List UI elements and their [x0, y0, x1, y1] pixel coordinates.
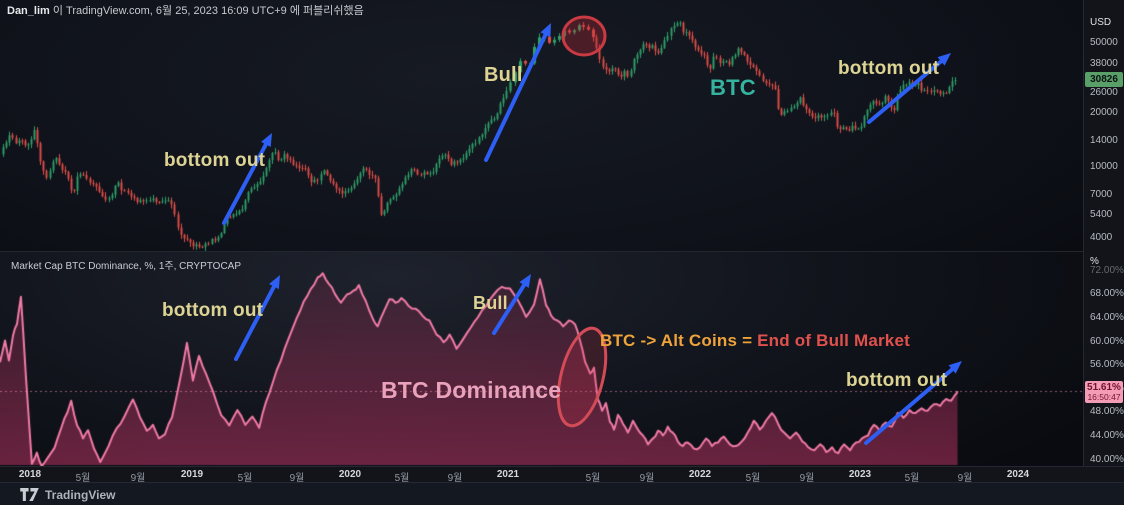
tradingview-logo-icon[interactable]: [20, 488, 39, 501]
annotations-layer: bottom out Bull BTC bottom out bottom out Bul…: [162, 58, 948, 403]
price-tick-label: 26000: [1090, 87, 1118, 99]
dominance-series-title: Market Cap BTC Dominance, %, 1주, CRYPTOC…: [11, 261, 242, 272]
time-tick-label: 9월: [799, 473, 815, 484]
price-tick-label: 14000: [1090, 135, 1118, 146]
publish-info-text: 이 TradingView.com, 6월 25, 2023 16:09 UTC…: [49, 5, 364, 17]
dominance-tick-label: 68.00%: [1090, 288, 1124, 300]
time-tick-label: 5월: [237, 473, 253, 484]
price-axis-unit-label: USD: [1090, 17, 1112, 28]
publisher-name: Dan_lim: [7, 5, 50, 17]
last-price-badge: 30826: [1085, 72, 1123, 88]
annotation-text-5[interactable]: bottom out: [162, 300, 264, 321]
annotation-text-3[interactable]: BTC: [710, 75, 756, 100]
dominance-tick-label: 56.00%: [1090, 359, 1124, 371]
time-tick-label: 2019: [180, 469, 204, 480]
annotation-text-2[interactable]: Bull: [484, 64, 523, 86]
dominance-tick-label: 48.00%: [1090, 406, 1124, 418]
dominance-tick-label: 60.00%: [1090, 335, 1124, 347]
pane-separator[interactable]: [0, 251, 1124, 252]
price-axis[interactable]: USD 50000 38000 26000 20000 14000 10000 7000 54…: [1083, 0, 1124, 466]
bar-close-countdown: 16:50:47: [1087, 392, 1121, 403]
annotation-text-4[interactable]: bottom out: [838, 58, 940, 79]
annotation-text-7[interactable]: BTC -> Alt Coins = End of Bull Market: [600, 331, 910, 350]
time-axis[interactable]: 2018 5월 9월 2019 5월 9월 2020 5월 9월 2021 5월 9월 2022 5월 9월…: [0, 466, 1124, 484]
time-tick-label: 2018: [18, 469, 42, 480]
dominance-last-value: 51.61%: [1087, 382, 1121, 394]
annotation-text-8[interactable]: BTC Dominance: [381, 377, 562, 403]
time-tick-label: 2021: [496, 469, 520, 480]
time-tick-label: 9월: [447, 473, 463, 484]
price-tick-label: 10000: [1090, 160, 1118, 172]
time-tick-label: 2022: [688, 469, 712, 480]
time-tick-label: 5월: [904, 473, 920, 484]
annotation-text-part: End of Bull Market: [757, 331, 910, 350]
time-tick-label: 2020: [338, 469, 362, 480]
dominance-axis-unit-label: %: [1090, 256, 1099, 267]
time-tick-label: 9월: [639, 473, 655, 484]
time-tick-label: 5월: [394, 473, 410, 484]
publish-bar: Dan_lim 이 TradingView.com, 6월 25, 2023 1…: [7, 2, 364, 18]
price-tick-label: 4000: [1090, 231, 1113, 243]
dominance-tick-label: 64.00%: [1090, 312, 1124, 324]
price-tick-label: 5400: [1090, 208, 1113, 220]
time-tick-label: 5월: [75, 473, 91, 484]
price-tick-label: 20000: [1090, 107, 1118, 119]
annotation-text-part: BTC -> Alt Coins =: [600, 331, 758, 350]
footer: TradingView: [0, 482, 1124, 505]
price-tick-label: 38000: [1090, 57, 1118, 69]
time-tick-label: 9월: [130, 473, 146, 484]
time-tick-label: 2024: [1006, 469, 1030, 480]
time-tick-label: 2023: [848, 469, 872, 480]
time-tick-label: 5월: [585, 473, 601, 484]
footer-brand[interactable]: TradingView: [45, 487, 116, 502]
time-tick-label: 9월: [289, 473, 305, 484]
time-tick-label: 9월: [957, 473, 973, 484]
annotation-text-6[interactable]: Bull: [473, 293, 508, 313]
price-tick-label: 50000: [1090, 36, 1118, 48]
dominance-tick-label: 44.00%: [1090, 430, 1124, 442]
annotation-text-9[interactable]: bottom out: [846, 370, 948, 391]
price-tick-label: 7000: [1090, 188, 1113, 200]
dominance-tick-label: 40.00%: [1090, 453, 1124, 465]
time-tick-label: 5월: [745, 473, 761, 484]
dominance-value-badge: 51.61% 16:50:47: [1085, 381, 1123, 404]
dominance-tick-label: 72.00%: [1090, 264, 1124, 276]
annotation-text-1[interactable]: bottom out: [164, 150, 266, 171]
